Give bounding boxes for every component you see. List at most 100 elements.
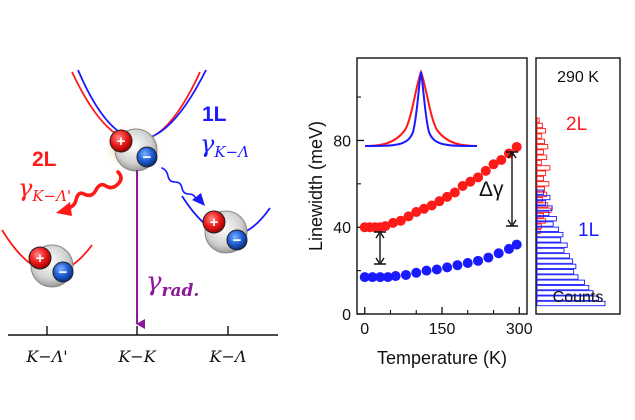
wavy-arrow-blue [161,167,197,201]
hist-bar-2l [536,122,543,129]
counts-label: Counts [553,289,604,306]
temperature-title: 290 K [557,69,599,86]
point-1l [400,269,411,280]
band-diagram: + − + − + − 2L γK−Λ' [1,69,278,366]
hist-bar-1l [536,210,550,217]
hist-bar-1l [536,300,606,307]
point-1l [442,262,453,273]
hist-bar-2l [536,149,544,155]
hist-bar-1l [536,247,565,254]
point-1l [382,272,393,283]
plus-sign: + [210,214,219,231]
point-2l [473,172,484,183]
wavy-arrow-red [64,170,123,210]
point-2l [488,159,499,170]
delta-arrow-right-bottom [506,219,518,227]
delta-arrow-right-top [506,151,518,159]
hist-label-1l: 1L [578,220,599,241]
point-2l [511,141,522,152]
y-tick-label: 0 [342,307,351,324]
point-1l [473,255,484,266]
hist-bar-1l [536,205,553,211]
hist-bar-1l [536,194,551,201]
hist-bar-2l [536,144,549,150]
hist-bar-1l [536,263,577,270]
point-1l [452,260,463,271]
minus-sign: − [59,264,68,281]
hist-bar-1l [536,231,564,238]
gamma-k-lambda: γK−Λ [200,130,249,161]
gamma-k-lambda-prime: γK−Λ' [18,174,71,205]
hist-label-2l: 2L [566,114,587,135]
hist-bar-1l [536,242,568,248]
y-tick-label: 40 [333,220,351,237]
hist-bar-1l [536,226,560,232]
hist-bar-1l [536,237,562,243]
hist-bar-2l [536,128,547,134]
y-axis-label: Linewidth (meV) [306,121,326,251]
label-2l-diagram: 2L [32,148,57,171]
hist-bar-2l [536,154,548,160]
point-1l [375,272,386,283]
minus-sign: − [143,149,152,166]
x-label-k-lambda: K−Λ [209,347,247,366]
point-2l [380,221,391,232]
wavy-arrow-blue-head [192,193,205,206]
point-1l [493,248,504,259]
minus-sign: − [233,232,242,249]
hist-bar-2l [536,133,542,139]
x-axis-label: Temperature (K) [377,348,507,368]
hist-bar-1l [536,253,570,259]
linewidth-chart: 0 150 300 0 40 80 Δγ Linewidth (meV) Temperat… [306,57,533,368]
hist-bar-2l [536,175,544,182]
point-2l [442,191,453,202]
delta-arrow-left-top [374,231,386,239]
hist-bar-1l [536,269,575,275]
hist-bar-1l [536,279,585,285]
hist-bar-1l [536,216,557,222]
wavy-arrow-red-head [56,202,72,216]
point-2l [480,165,491,176]
point-2l [496,154,507,165]
hist-bar-2l [536,170,547,176]
point-2l [426,200,437,211]
delta-arrow-left-bottom [374,257,386,265]
point-1l [462,258,473,269]
exciton-k-lambda: + − [202,210,248,254]
point-2l [449,187,460,198]
x-tick-label: 150 [429,321,456,338]
hist-bar-1l [536,290,594,296]
hist-bar-1l [536,189,544,195]
hist-bar-2l [536,186,546,192]
hist-bar-2l [536,159,542,166]
point-2l [465,176,476,187]
label-1l-diagram: 1L [202,103,227,126]
hist-bar-1l [536,274,579,280]
hist-bar-2l [536,138,546,145]
x-label-k-k: K−K [117,347,156,366]
point-2l [418,203,429,214]
point-2l [388,217,399,228]
x-label-k-lambda-prime: K−Λ' [25,347,67,366]
inset-blue-spectrum [364,71,478,147]
point-2l [395,215,406,226]
point-1l [511,239,522,250]
inset-red-spectrum [364,69,478,147]
hist-bar-1l [536,295,599,301]
x-tick-label: 300 [506,321,533,338]
x-tick-label: 0 [360,321,369,338]
gamma-rad: γrad. [146,267,199,301]
counts-histogram: 290 K 2L 1L Counts [535,57,621,315]
hist-bar-2l [536,117,540,123]
point-1l [503,243,514,254]
point-2l [403,211,414,222]
point-1l [431,264,442,275]
plus-sign: + [117,133,126,150]
point-1l [367,272,378,283]
point-1l [411,267,422,278]
hist-bar-1l [536,221,554,227]
hist-bar-1l [536,200,547,206]
point-1l [421,265,432,276]
hist-bar-1l [536,258,574,264]
